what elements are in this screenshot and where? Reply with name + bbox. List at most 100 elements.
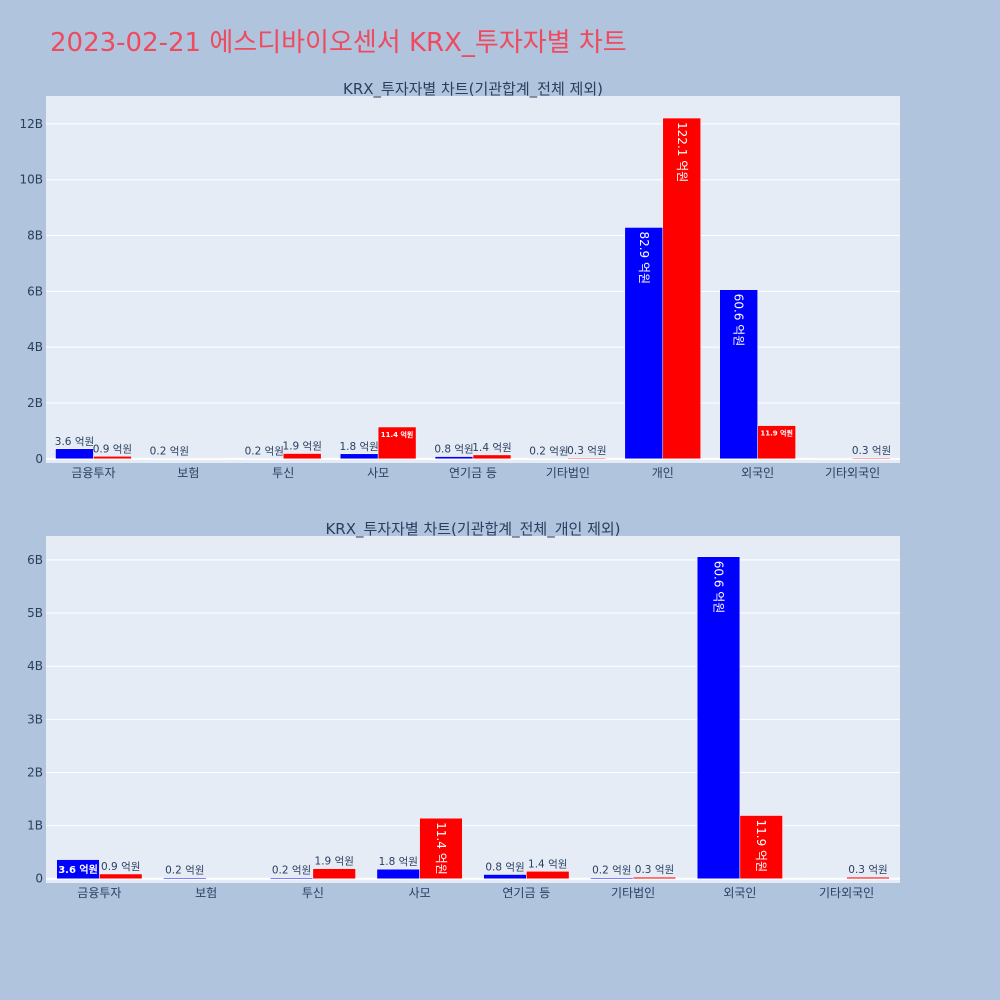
bar xyxy=(376,868,420,879)
data-label: 1.4 억원 xyxy=(528,858,567,870)
bar xyxy=(529,458,569,460)
bar xyxy=(757,425,796,460)
bar xyxy=(846,876,890,879)
bar xyxy=(472,454,512,460)
data-label: 60.6 억원 xyxy=(712,561,726,614)
data-label: 11.9 억원 xyxy=(760,429,793,438)
bar xyxy=(739,815,783,879)
bar xyxy=(526,871,570,879)
bar xyxy=(590,877,634,879)
x-tick-label: 기타법인 xyxy=(546,466,590,480)
data-label: 60.6 억원 xyxy=(732,294,746,347)
y-tick-label: 0 xyxy=(35,452,43,466)
data-label: 1.9 억원 xyxy=(283,441,322,453)
y-tick-label: 6B xyxy=(27,553,43,567)
data-label: 82.9 억원 xyxy=(637,231,651,284)
bar xyxy=(269,877,314,879)
bar xyxy=(205,878,250,880)
y-tick-label: 10B xyxy=(19,173,43,187)
y-tick-label: 3B xyxy=(27,712,43,726)
x-tick-label: 투신 xyxy=(302,886,324,900)
plot-area xyxy=(46,96,900,463)
y-tick-label: 12B xyxy=(19,117,43,131)
y-tick-label: 4B xyxy=(27,659,43,673)
bar xyxy=(852,457,891,460)
data-label: 1.8 억원 xyxy=(339,441,378,453)
bar xyxy=(483,874,527,879)
x-tick-label: 외국인 xyxy=(741,466,774,480)
x-tick-label: 사모 xyxy=(409,886,431,900)
y-tick-label: 0 xyxy=(35,872,43,886)
chart-title: KRX_투자자별 차트(기관합계_전체_개인 제외) xyxy=(325,520,620,539)
x-tick-label: 기타법인 xyxy=(611,886,655,900)
bar xyxy=(99,873,143,879)
page-title: 2023-02-21 에스디바이오센서 KRX_투자자별 차트 xyxy=(50,28,627,58)
data-label: 0.9 억원 xyxy=(93,443,132,455)
chart-title: KRX_투자자별 차트(기관합계_전체 제외) xyxy=(343,80,603,99)
data-label: 0.8 억원 xyxy=(485,861,524,873)
bar xyxy=(632,876,677,879)
data-label: 0.2 억원 xyxy=(592,865,631,877)
data-label: 11.9 억원 xyxy=(754,820,768,873)
x-tick-label: 보험 xyxy=(195,886,217,900)
bar xyxy=(56,859,100,879)
bar xyxy=(434,456,474,460)
x-tick-label: 연기금 등 xyxy=(502,886,550,900)
data-label: 0.9 억원 xyxy=(101,861,140,873)
bar xyxy=(188,458,227,460)
data-label: 0.3 억원 xyxy=(848,864,887,876)
data-label: 11.4 억원 xyxy=(434,822,448,875)
data-label: 1.8 억원 xyxy=(379,856,418,868)
bar xyxy=(312,868,356,879)
bar xyxy=(803,878,847,880)
bar xyxy=(662,117,701,460)
x-tick-label: 기타외국인 xyxy=(819,886,874,900)
data-label: 0.3 억원 xyxy=(635,864,674,876)
data-label: 0.3 억원 xyxy=(567,445,606,457)
bar xyxy=(163,877,207,879)
data-label: 0.2 억원 xyxy=(165,865,204,877)
bar xyxy=(567,457,607,460)
bar xyxy=(377,426,417,460)
data-label: 0.8 억원 xyxy=(434,444,473,456)
y-tick-label: 5B xyxy=(27,606,43,620)
bar xyxy=(696,556,741,879)
data-label: 0.2 억원 xyxy=(529,445,568,457)
bar xyxy=(419,817,463,879)
bar xyxy=(814,458,853,460)
x-tick-label: 연기금 등 xyxy=(449,466,497,480)
x-tick-label: 투신 xyxy=(272,466,294,480)
x-tick-label: 기타외국인 xyxy=(825,466,880,480)
y-tick-label: 2B xyxy=(27,765,43,779)
data-label: 0.2 억원 xyxy=(150,445,189,457)
data-label: 1.9 억원 xyxy=(315,856,354,868)
data-label: 122.1 억원 xyxy=(675,122,689,182)
x-tick-label: 금융투자 xyxy=(71,466,115,480)
chart-bottom: KRX_투자자별 차트(기관합계_전체_개인 제외) 0 1B 2B 3B 4B 5B 6B 금… xyxy=(27,520,900,900)
data-label: 0.2 억원 xyxy=(272,865,311,877)
data-label: 0.3 억원 xyxy=(852,445,891,457)
chart-top: KRX_투자자별 차트(기관합계_전체 제외) 0 2B 4B 6B 8B 10B 12B 금융… xyxy=(19,80,900,480)
x-tick-label: 금융투자 xyxy=(77,886,121,900)
y-tick-label: 8B xyxy=(27,229,43,243)
bar xyxy=(55,448,94,460)
x-tick-label: 개인 xyxy=(652,466,674,480)
bar xyxy=(719,289,758,460)
x-tick-label: 외국인 xyxy=(723,886,756,900)
data-label: 0.2 억원 xyxy=(245,445,284,457)
x-tick-label: 사모 xyxy=(367,466,389,480)
y-tick-label: 4B xyxy=(27,340,43,354)
data-label: 11.4 억원 xyxy=(381,430,414,439)
bar xyxy=(93,456,132,460)
bar xyxy=(150,458,189,460)
y-tick-label: 2B xyxy=(27,396,43,410)
data-label: 3.6 억원 xyxy=(55,436,94,448)
x-tick-label: 보험 xyxy=(177,466,199,480)
y-tick-label: 1B xyxy=(27,819,43,833)
bar xyxy=(282,453,322,460)
data-label: 1.4 억원 xyxy=(472,442,511,454)
bar xyxy=(339,453,379,460)
bar xyxy=(245,458,284,460)
bar xyxy=(624,227,664,460)
y-tick-label: 6B xyxy=(27,284,43,298)
